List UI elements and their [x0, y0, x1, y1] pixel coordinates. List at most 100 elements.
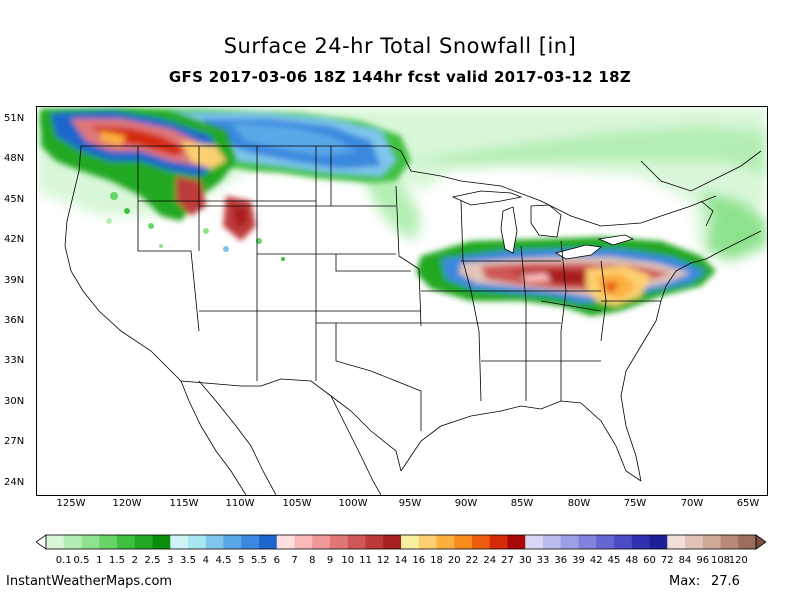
great-lakes [451, 190, 635, 260]
colorbar-swatch [702, 535, 721, 549]
colorbar-swatch [614, 535, 633, 549]
lat-label-24n: 24N [4, 477, 25, 488]
colorbar-swatch [294, 535, 313, 549]
colorbar-tick-label: 33 [536, 555, 550, 566]
snowfall-western-specks [106, 192, 285, 261]
colorbar-tick-label: 4 [202, 555, 209, 566]
colorbar-swatch [525, 535, 544, 549]
lat-label-45n: 45N [4, 194, 25, 205]
lat-label-36n: 36N [4, 315, 25, 326]
colorbar-tick-label: 8 [309, 555, 316, 566]
colorbar-tick-label: 5 [238, 555, 245, 566]
colorbar-swatch [81, 535, 100, 549]
colorbar-swatch [649, 535, 668, 549]
colorbar-tick-label: 11 [359, 555, 372, 566]
lat-label-30n: 30N [4, 396, 25, 407]
colorbar-tick-label: 39 [572, 555, 585, 566]
colorbar-tick-label: 60 [643, 555, 656, 566]
colorbar-tick-label: 27 [501, 555, 514, 566]
colorbar-swatch [223, 535, 242, 549]
colorbar-swatch [578, 535, 597, 549]
max-label: Max: [669, 574, 701, 589]
colorbar-swatch [507, 535, 526, 549]
site-credit: InstantWeatherMaps.com [6, 574, 173, 589]
lon-label-120w: 120W [112, 498, 142, 509]
colorbar-frame [45, 534, 757, 550]
lat-label-48n: 48N [4, 153, 25, 164]
lon-label-80w: 80W [567, 498, 591, 509]
colorbar-tick-label: 1.5 [109, 555, 125, 566]
colorbar-swatch [560, 535, 579, 549]
colorbar-tick-label: 2.5 [144, 555, 161, 566]
colorbar-swatch [152, 535, 171, 549]
colorbar-tick-label: 3.5 [180, 555, 196, 566]
colorbar-swatch [259, 535, 278, 549]
colorbar-min-arrow [36, 534, 47, 550]
colorbar-tick-label: 1 [96, 555, 103, 566]
colorbar-swatch [170, 535, 189, 549]
colorbar-tick-label: 108 [710, 555, 731, 566]
colorbar-tick-label: 0.5 [73, 555, 90, 566]
colorbar-swatch [347, 535, 366, 549]
colorbar-tick-label: 12 [376, 555, 390, 566]
colorbar-swatch [667, 535, 686, 549]
lat-label-33n: 33N [4, 355, 25, 366]
lon-label-105w: 105W [282, 498, 312, 509]
colorbar-tick-label: 6 [273, 555, 280, 566]
colorbar-tick-label: 9 [326, 555, 334, 566]
colorbar-swatch [117, 535, 136, 549]
colorbar-tick-label: 36 [554, 555, 568, 566]
colorbar-swatch [134, 535, 153, 549]
colorbar-swatch [436, 535, 455, 549]
lon-label-115w: 115W [169, 498, 199, 509]
snowfall-map-svg [37, 107, 767, 495]
colorbar-swatch [401, 535, 420, 549]
colorbar-swatch [241, 535, 260, 549]
colorbar-swatch [63, 535, 82, 549]
colorbar-tick-label: 96 [696, 555, 710, 566]
colorbar-tick-label: 72 [660, 555, 674, 566]
lon-label-90w: 90W [454, 498, 478, 509]
colorbar-swatch [685, 535, 704, 549]
colorbar-swatch [489, 535, 508, 549]
lon-label-70w: 70W [680, 498, 704, 509]
colorbar-tick-label: 16 [412, 555, 426, 566]
colorbar-tick-label: 4.5 [215, 555, 232, 566]
colorbar-swatch [365, 535, 384, 549]
max-value: 27.6 [711, 574, 740, 589]
lat-label-51n: 51N [4, 113, 25, 124]
colorbar-swatch [596, 535, 615, 549]
lat-label-27n: 27N [4, 436, 25, 447]
colorbar-tick-label: 20 [447, 555, 461, 566]
colorbar-swatch [312, 535, 331, 549]
colorbar [36, 534, 766, 550]
colorbar-swatch [330, 535, 349, 549]
lon-label-100w: 100W [338, 498, 368, 509]
colorbar-swatch [543, 535, 562, 549]
colorbar-tick-label: 2 [131, 555, 138, 566]
colorbar-tick-label: 5.5 [251, 555, 267, 566]
lat-label-39n: 39N [4, 275, 25, 286]
mexico-outline [180, 380, 382, 495]
colorbar-tick-label: 24 [483, 555, 497, 566]
colorbar-tick-label: 22 [465, 555, 479, 566]
colorbar-max-arrow [755, 534, 766, 550]
colorbar-tick-label: 48 [625, 555, 639, 566]
lon-label-75w: 75W [623, 498, 647, 509]
colorbar-swatch [631, 535, 650, 549]
colorbar-tick-label: 10 [341, 555, 355, 566]
snowfall-pacific-northwest [41, 109, 256, 241]
colorbar-tick-label: 84 [678, 555, 692, 566]
lon-label-125w: 125W [56, 498, 86, 509]
lat-label-42n: 42N [4, 234, 25, 245]
colorbar-tick-label: 45 [607, 555, 621, 566]
colorbar-swatch [738, 535, 757, 549]
colorbar-tick-label: 14 [394, 555, 408, 566]
colorbar-swatch [454, 535, 473, 549]
colorbar-swatch [418, 535, 437, 549]
colorbar-swatch [472, 535, 491, 549]
map-subtitle: GFS 2017-03-06 18Z 144hr fcst valid 2017… [168, 68, 632, 86]
colorbar-swatch [188, 535, 207, 549]
colorbar-tick-label: 18 [430, 555, 443, 566]
colorbar-swatch [46, 535, 65, 549]
